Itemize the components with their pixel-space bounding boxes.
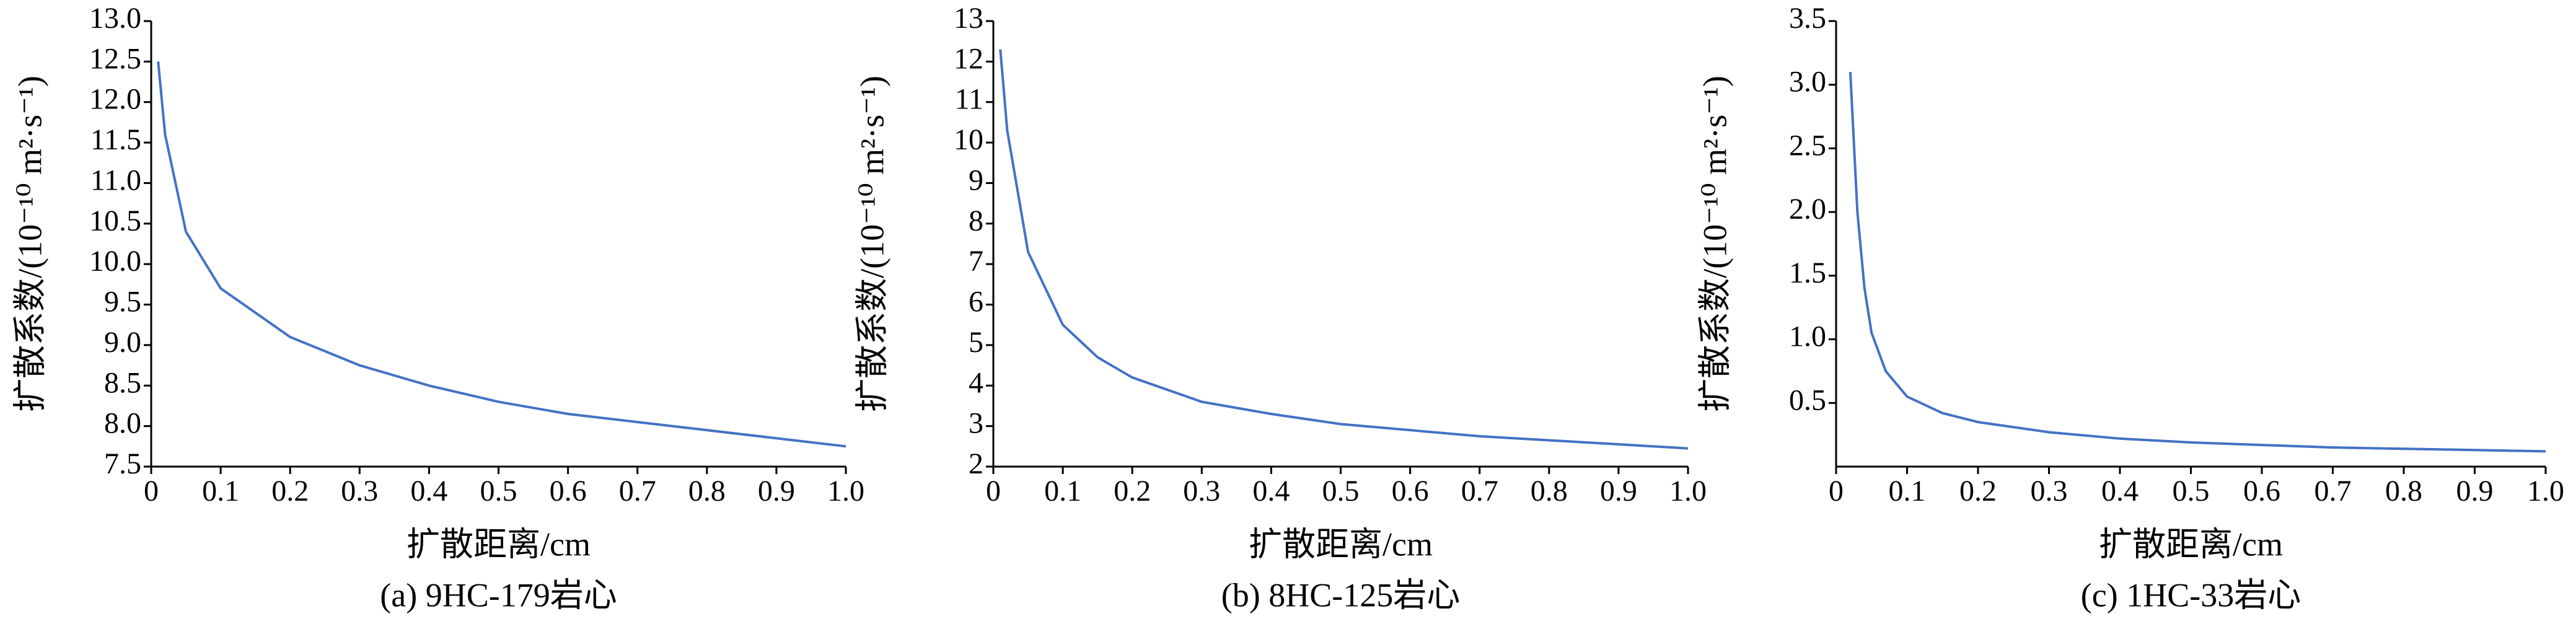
y-tick-label: 8.5 <box>104 366 141 399</box>
x-tick-label: 0.8 <box>688 475 726 508</box>
data-line <box>999 49 1689 450</box>
x-tick-label: 1.0 <box>827 475 864 508</box>
x-tick-label: 0.7 <box>619 475 656 508</box>
x-tick-label: 0.7 <box>1461 475 1498 508</box>
caption: (b) 8HC-125岩心 <box>1221 576 1460 613</box>
y-tick-label: 7.5 <box>104 447 141 480</box>
axes <box>1835 21 2546 468</box>
y-tick-label: 9.0 <box>104 326 141 359</box>
y-tick-label: 13.0 <box>89 2 141 35</box>
y-tick-label: 8 <box>969 204 983 237</box>
x-tick-label: 0.2 <box>1114 475 1151 508</box>
y-tick-label: 2.0 <box>1789 193 1826 226</box>
x-tick-label: 0 <box>986 475 1001 508</box>
x-tick-label: 0.8 <box>2385 475 2422 508</box>
x-tick-label: 0.1 <box>202 475 239 508</box>
x-tick-label: 0.4 <box>1252 475 1290 508</box>
y-tick-label: 5 <box>969 326 983 359</box>
y-tick-label: 4 <box>969 366 983 399</box>
x-tick-label: 0 <box>144 475 159 508</box>
y-axis-label: 扩散系数/(10⁻¹⁰ m²·s⁻¹) <box>1696 76 1733 412</box>
x-tick-label: 0.5 <box>2173 475 2210 508</box>
y-tick-label: 7 <box>969 245 983 278</box>
x-axis-label: 扩散距离/cm <box>2099 525 2283 563</box>
x-tick-label: 0.6 <box>2243 475 2280 508</box>
x-tick-label: 0 <box>1829 475 1844 508</box>
x-tick-label: 0.6 <box>1392 475 1429 508</box>
x-axis-label: 扩散距离/cm <box>407 525 591 563</box>
y-tick-label: 3.0 <box>1789 66 1826 99</box>
data-line <box>1848 72 2546 453</box>
x-tick-label: 0.2 <box>271 475 309 508</box>
y-tick-label: 11.0 <box>90 164 141 196</box>
y-tick-label: 10.0 <box>89 245 141 278</box>
x-tick-label: 0.8 <box>1531 475 1568 508</box>
y-tick-label: 1.0 <box>1789 320 1826 353</box>
y-tick-label: 2 <box>969 447 983 480</box>
y-tick-label: 0.5 <box>1789 384 1826 416</box>
x-tick-label: 1.0 <box>1669 475 1707 508</box>
x-tick-label: 0.9 <box>2456 475 2494 508</box>
x-tick-label: 0.3 <box>341 475 378 508</box>
x-tick-label: 0.4 <box>410 475 447 508</box>
x-tick-label: 0.5 <box>1322 475 1360 508</box>
x-tick-label: 0.3 <box>1183 475 1220 508</box>
x-tick-label: 0.3 <box>2031 475 2068 508</box>
x-tick-label: 0.1 <box>1889 475 1926 508</box>
y-tick-label: 8.0 <box>104 407 141 440</box>
caption: (a) 9HC-179岩心 <box>380 576 617 613</box>
y-tick-label: 2.5 <box>1789 129 1826 162</box>
x-tick-label: 0.4 <box>2101 475 2139 508</box>
y-axis-label: 扩散系数/(10⁻¹⁰ m²·s⁻¹) <box>853 76 890 412</box>
data-line <box>157 61 846 448</box>
y-tick-label: 11 <box>955 83 983 116</box>
x-tick-label: 0.7 <box>2314 475 2352 508</box>
y-tick-label: 12.0 <box>89 83 141 116</box>
y-tick-label: 6 <box>969 286 983 319</box>
y-tick-label: 12.5 <box>89 42 141 75</box>
x-tick-label: 0.9 <box>1600 475 1637 508</box>
y-tick-label: 12 <box>954 42 983 75</box>
axes <box>150 21 846 468</box>
x-tick-label: 0.5 <box>480 475 517 508</box>
y-tick-label: 10.5 <box>89 204 141 237</box>
x-tick-label: 0.1 <box>1044 475 1081 508</box>
axes <box>992 21 1688 468</box>
y-axis-label: 扩散系数/(10⁻¹⁰ m²·s⁻¹) <box>11 76 48 412</box>
x-tick-label: 1.0 <box>2527 475 2564 508</box>
y-tick-label: 9 <box>969 164 983 196</box>
x-axis-label: 扩散距离/cm <box>1249 525 1433 563</box>
y-tick-label: 11.5 <box>90 123 141 156</box>
x-tick-label: 0.2 <box>1959 475 1997 508</box>
x-tick-label: 0.9 <box>758 475 795 508</box>
caption: (c) 1HC-33岩心 <box>2081 576 2301 613</box>
y-tick-label: 3.5 <box>1789 2 1826 35</box>
y-tick-label: 3 <box>969 407 983 440</box>
y-tick-label: 13 <box>954 2 983 35</box>
y-tick-label: 10 <box>954 123 983 156</box>
y-tick-label: 1.5 <box>1789 257 1826 289</box>
y-tick-label: 9.5 <box>104 286 141 319</box>
x-tick-label: 0.6 <box>550 475 587 508</box>
